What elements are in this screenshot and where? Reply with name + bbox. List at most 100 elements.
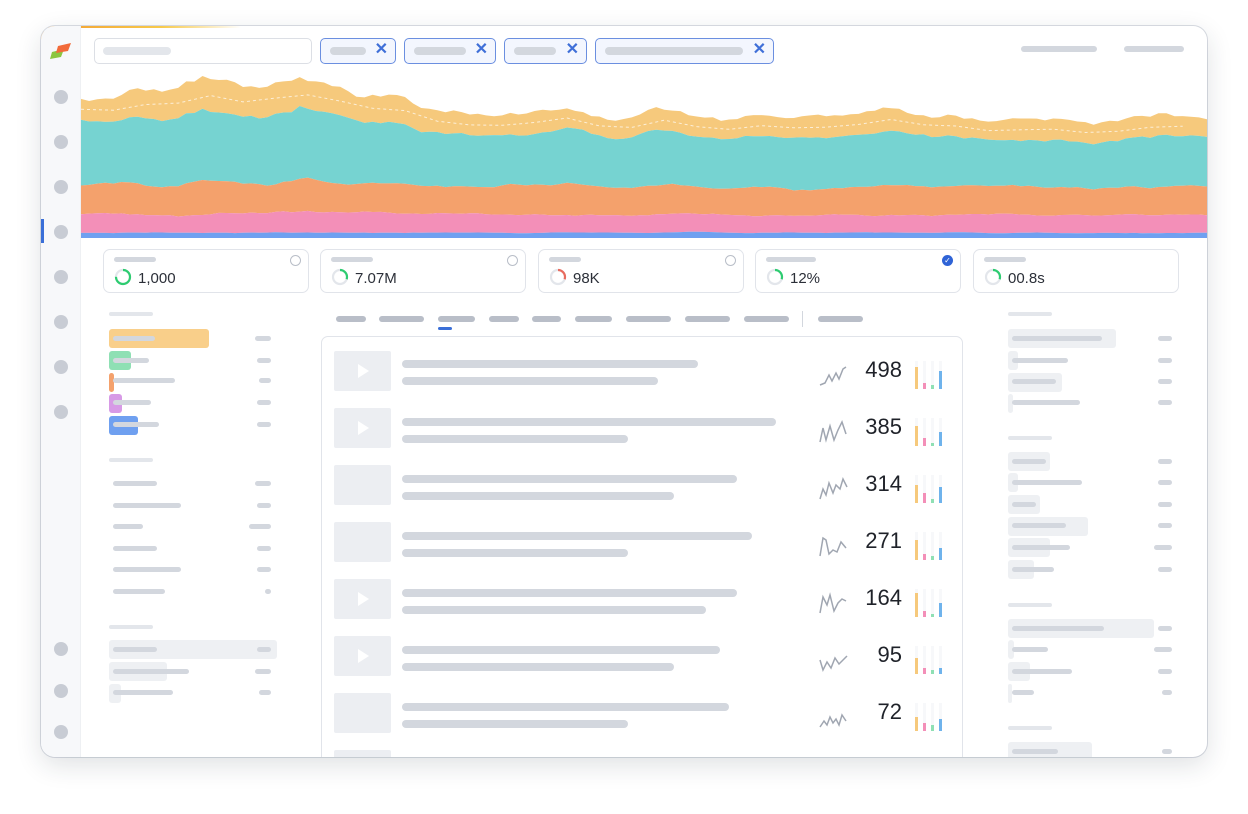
- series-area-blue[interactable]: [81, 231, 1207, 238]
- nav-item-7[interactable]: [54, 360, 68, 374]
- facet-heading: [1008, 726, 1052, 730]
- kpi-card-4[interactable]: 12% ✓: [755, 249, 961, 293]
- filter-chip-3[interactable]: ✕: [504, 38, 587, 64]
- check-icon[interactable]: ✓: [942, 255, 953, 266]
- filter-chip-4[interactable]: ✕: [595, 38, 774, 64]
- tab-1[interactable]: [336, 316, 366, 322]
- video-thumbnail[interactable]: [334, 465, 391, 505]
- close-icon[interactable]: ✕: [565, 41, 579, 58]
- facet-count: [1158, 379, 1172, 384]
- facet-count: [1158, 400, 1172, 405]
- video-thumbnail[interactable]: [334, 522, 391, 562]
- play-icon: [358, 592, 369, 606]
- facet-row-highlight[interactable]: [1008, 640, 1014, 659]
- mini-bar-icon: [915, 532, 942, 560]
- nav-item-3[interactable]: [54, 180, 68, 194]
- tab-8[interactable]: [685, 316, 730, 322]
- nav-active-indicator: [41, 219, 44, 243]
- facet-count: [1158, 502, 1172, 507]
- nav-item-10[interactable]: [54, 684, 68, 698]
- close-icon[interactable]: ✕: [474, 41, 488, 58]
- item-subtitle: [402, 377, 658, 385]
- chip-label: [605, 47, 743, 55]
- logo-icon[interactable]: [50, 42, 72, 62]
- list-item[interactable]: [322, 744, 962, 757]
- video-thumbnail[interactable]: [334, 750, 391, 757]
- kpi-card-5[interactable]: 00.8s: [973, 249, 1179, 293]
- tab-10[interactable]: [818, 316, 863, 322]
- nav-item-11[interactable]: [54, 725, 68, 739]
- series-area-yellow[interactable]: [81, 76, 1207, 145]
- chip-label: [414, 47, 466, 55]
- nav-item-9[interactable]: [54, 642, 68, 656]
- kpi-card-3[interactable]: 98K: [538, 249, 744, 293]
- facet-row-highlight[interactable]: [109, 640, 277, 659]
- search-placeholder: [103, 47, 171, 55]
- filter-chip-1[interactable]: ✕: [320, 38, 396, 64]
- nav-rail: [41, 26, 81, 757]
- list-item[interactable]: 72: [322, 687, 962, 744]
- facet-count: [259, 690, 271, 695]
- facet-label: [113, 589, 165, 594]
- nav-item-8[interactable]: [54, 405, 68, 419]
- list-item[interactable]: 95: [322, 630, 962, 687]
- nav-item-4[interactable]: [54, 225, 68, 239]
- nav-item-2[interactable]: [54, 135, 68, 149]
- video-thumbnail[interactable]: [334, 636, 391, 676]
- tab-6[interactable]: [575, 316, 612, 322]
- facet-bar-yellow[interactable]: [109, 329, 209, 348]
- video-thumbnail[interactable]: [334, 579, 391, 619]
- list-item[interactable]: 314: [322, 459, 962, 516]
- list-item[interactable]: 385: [322, 402, 962, 459]
- facet-count: [257, 546, 271, 551]
- kpi-select-radio[interactable]: [507, 255, 518, 266]
- facet-label: [1012, 626, 1104, 631]
- facet-count: [257, 567, 271, 572]
- header-link-2[interactable]: [1124, 46, 1184, 52]
- list-item[interactable]: 271: [322, 516, 962, 573]
- close-icon[interactable]: ✕: [374, 41, 388, 58]
- item-subtitle: [402, 663, 674, 671]
- header-link-1[interactable]: [1021, 46, 1097, 52]
- series-area-orange[interactable]: [81, 177, 1207, 217]
- nav-item-6[interactable]: [54, 315, 68, 329]
- search-input[interactable]: [94, 38, 312, 64]
- facet-count: [1162, 749, 1172, 754]
- facet-label: [113, 503, 181, 508]
- video-thumbnail[interactable]: [334, 351, 391, 391]
- chip-label: [330, 47, 366, 55]
- video-thumbnail[interactable]: [334, 693, 391, 733]
- series-area-pink[interactable]: [81, 210, 1207, 234]
- facet-label: [113, 336, 155, 341]
- kpi-select-radio[interactable]: [725, 255, 736, 266]
- nav-item-5[interactable]: [54, 270, 68, 284]
- kpi-card-2[interactable]: 7.07M: [320, 249, 526, 293]
- app-window: ✕ ✕ ✕ ✕ 1,000 7.07M 98K 12% ✓: [41, 26, 1207, 757]
- mini-bar-icon: [915, 589, 942, 617]
- tab-2[interactable]: [379, 316, 424, 322]
- tab-5[interactable]: [532, 316, 561, 322]
- facet-row-highlight[interactable]: [1008, 684, 1012, 703]
- item-value: 164: [865, 585, 902, 610]
- series-area-teal[interactable]: [81, 106, 1207, 191]
- kpi-card-1[interactable]: 1,000: [103, 249, 309, 293]
- list-item[interactable]: 498: [322, 345, 962, 402]
- tab-4[interactable]: [489, 316, 519, 322]
- kpi-label: [331, 257, 373, 262]
- filter-chip-2[interactable]: ✕: [404, 38, 496, 64]
- tab-9[interactable]: [744, 316, 789, 322]
- facet-row-highlight[interactable]: [1008, 394, 1013, 413]
- facet-count: [1154, 647, 1172, 652]
- nav-item-1[interactable]: [54, 90, 68, 104]
- stacked-area-chart[interactable]: [81, 70, 1207, 238]
- kpi-select-radio[interactable]: [290, 255, 301, 266]
- tab-3-active[interactable]: [438, 316, 475, 322]
- item-subtitle: [402, 492, 674, 500]
- list-item[interactable]: 164: [322, 573, 962, 630]
- close-icon[interactable]: ✕: [752, 41, 766, 58]
- tab-7[interactable]: [626, 316, 671, 322]
- video-thumbnail[interactable]: [334, 408, 391, 448]
- item-value: 385: [865, 414, 902, 439]
- kpi-label: [984, 257, 1026, 262]
- facet-bar-orange[interactable]: [109, 373, 114, 392]
